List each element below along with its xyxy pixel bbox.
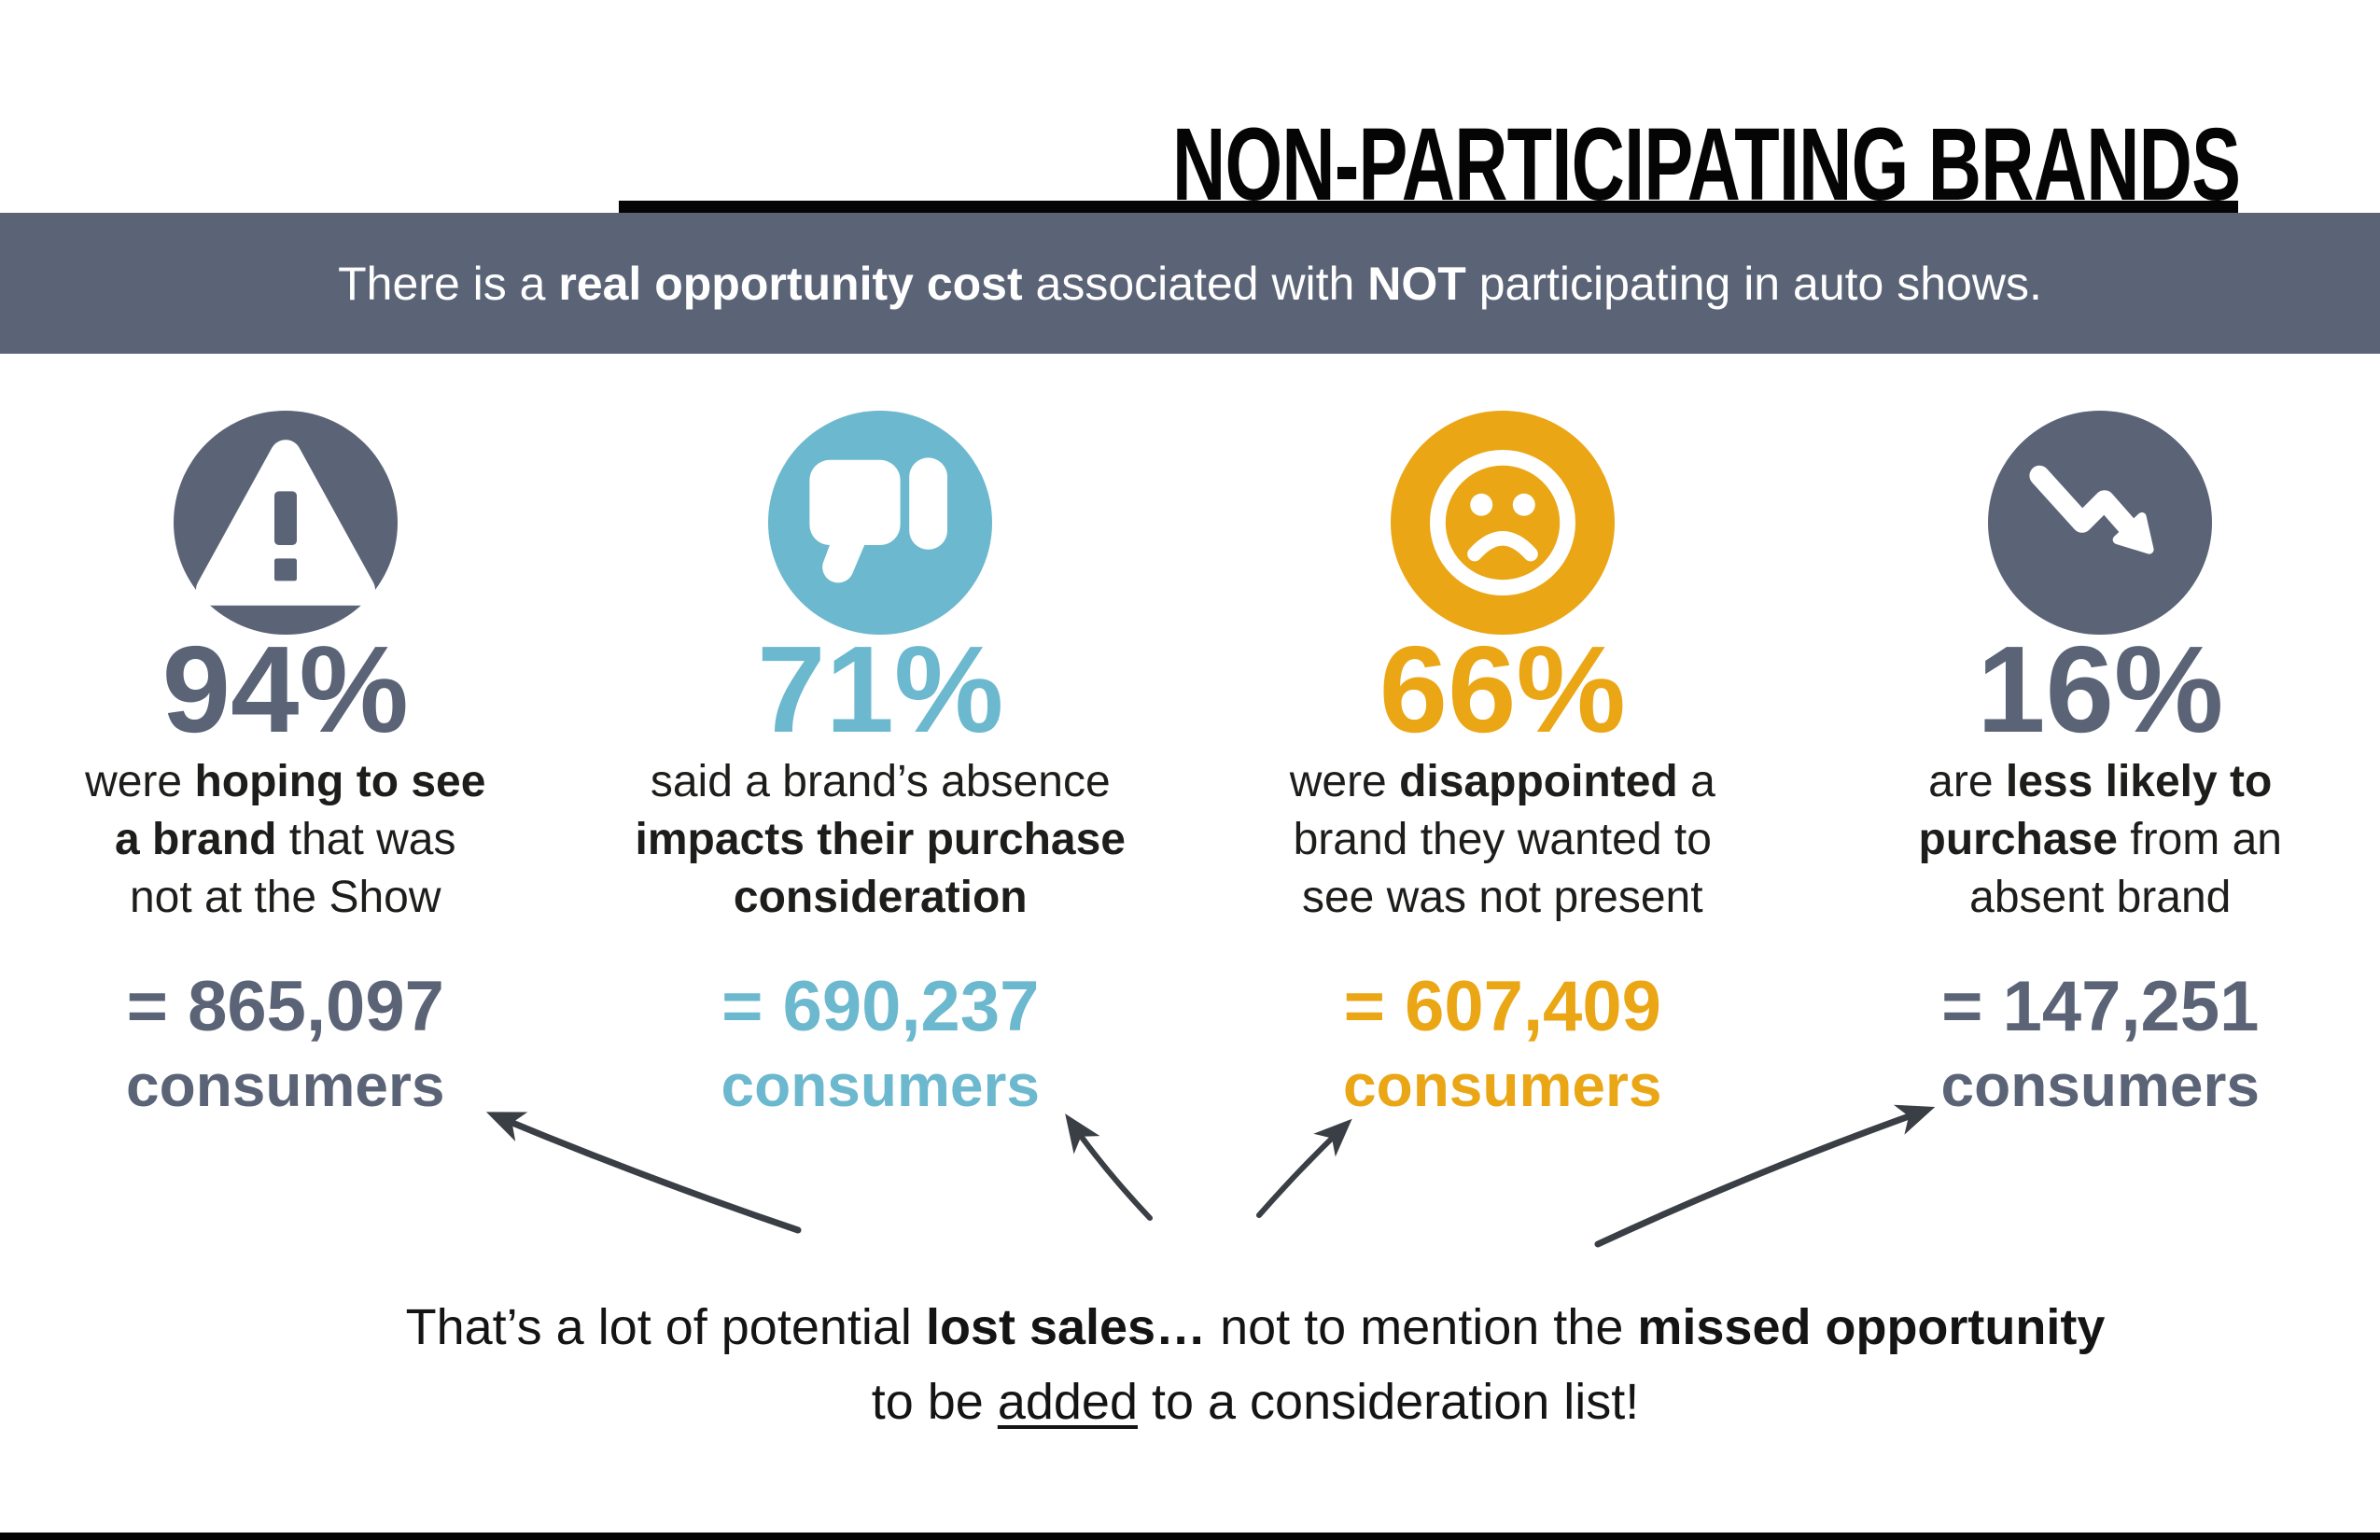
- stat-column: 66% were disappointed a brand they wanted…: [1205, 411, 1800, 1115]
- stat-percent: 16%: [1977, 621, 2224, 758]
- stat-percent: 66%: [1379, 621, 1626, 758]
- thumbs-down-icon: [809, 457, 948, 583]
- hand-drawn-arrow: [1065, 1113, 1153, 1221]
- stats-row: 94% were hoping to see a brand that was no…: [0, 411, 2380, 1115]
- hand-drawn-arrow: [1256, 1118, 1352, 1218]
- stat-column: 16% are less likely to purchase from an ab…: [1803, 411, 2380, 1115]
- stat-consumer-label: consumers: [1940, 1051, 2260, 1119]
- stat-description-line: brand they wanted to: [1293, 814, 1712, 864]
- bottom-rule: [0, 1533, 2380, 1540]
- stat-description-line: see was not present: [1301, 872, 1703, 922]
- stat-description-line: purchase from an: [1918, 814, 2282, 864]
- stat-icon-circle: [1988, 411, 2213, 635]
- intro-banner: There is a real opportunity cost associa…: [0, 213, 2380, 354]
- stat-description-line: are less likely to: [1928, 756, 2273, 806]
- page-title: NON-PARTICIPATING BRANDS: [1171, 107, 2241, 222]
- footer-line-1: That’s a lot of potential lost sales… no…: [405, 1299, 2106, 1355]
- stat-consumer-label: consumers: [721, 1051, 1040, 1119]
- trend-down-icon: [2029, 465, 2154, 554]
- footer-callout: That’s a lot of potential lost sales… no…: [131, 1290, 2380, 1439]
- stat-description-line: not at the Show: [129, 872, 441, 922]
- stat-description-line: absent brand: [1969, 872, 2232, 922]
- stat-description-line: said a brand’s absence: [650, 756, 1111, 806]
- stat-description-line: impacts their purchase: [635, 814, 1126, 864]
- stat-consumer-label: consumers: [126, 1051, 445, 1119]
- stat-icon-circle: [173, 411, 398, 635]
- stat-description-line: consideration: [733, 872, 1028, 922]
- stat-description-line: were disappointed a: [1289, 756, 1715, 806]
- stat-description-line: were hoping to see: [85, 756, 486, 806]
- stat-description: are less likely to purchase from an absent…: [1803, 753, 2380, 927]
- stat-consumer-count: = 147,251: [1941, 966, 2260, 1046]
- stat-percent: 94%: [161, 621, 409, 758]
- warning-triangle-icon: [195, 440, 375, 606]
- hand-drawn-arrow: [1594, 1104, 1936, 1248]
- stat-percent: 71%: [757, 621, 1004, 758]
- stat-icon-circle: [768, 411, 993, 635]
- stat-consumer-count: = 690,237: [721, 966, 1040, 1046]
- stat-description: were hoping to see a brand that was not at…: [0, 753, 583, 927]
- stat-consumer-label: consumers: [1343, 1051, 1662, 1119]
- stat-column: 94% were hoping to see a brand that was no…: [0, 411, 583, 1115]
- stat-column: 71% said a brand’s absence impacts their …: [583, 411, 1179, 1115]
- sad-face-icon: [1429, 450, 1575, 595]
- stat-consumer-count: = 607,409: [1343, 966, 1661, 1046]
- footer-line-2: to be added to a consideration list!: [871, 1374, 1640, 1430]
- stat-description: said a brand’s absence impacts their purc…: [583, 753, 1179, 927]
- hand-drawn-arrow: [485, 1112, 802, 1234]
- title-underline-rule: [619, 201, 2238, 213]
- stat-description-line: a brand that was: [115, 814, 456, 864]
- stat-consumer-count: = 865,097: [126, 966, 444, 1046]
- stat-description: were disappointed a brand they wanted to s…: [1205, 753, 1800, 927]
- stat-icon-circle: [1390, 411, 1615, 635]
- intro-banner-text: There is a real opportunity cost associa…: [338, 257, 2042, 310]
